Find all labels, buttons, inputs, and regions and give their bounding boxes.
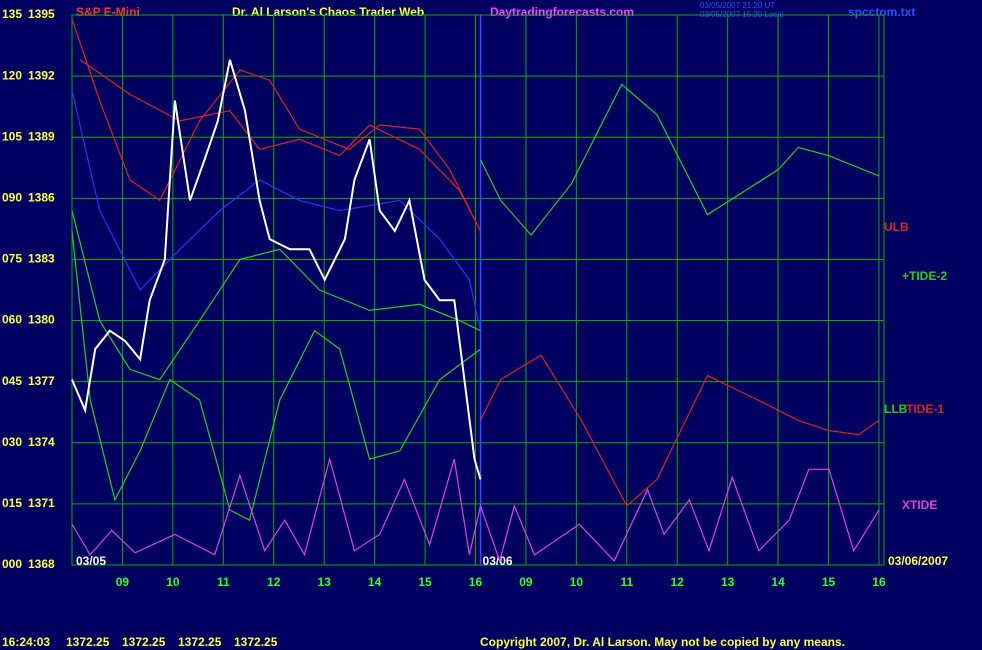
y2-tick-label: 075	[2, 252, 22, 266]
x-tick-label: 13	[317, 575, 331, 589]
series-line	[71, 18, 482, 232]
x-tick-label: 16	[872, 575, 886, 589]
y-tick-label: 1377	[28, 374, 55, 388]
quote: 1372.25	[66, 635, 110, 649]
quote-time: 16:24:03	[2, 635, 50, 649]
y-tick-label: 1371	[28, 496, 55, 510]
series-label: +TIDE-2	[902, 269, 947, 283]
y-tick-label: 1386	[28, 191, 55, 205]
copyright: Copyright 2007, Dr. Al Larson. May not b…	[480, 635, 845, 649]
x-tick-label: 14	[771, 575, 785, 589]
x-tick-label: 10	[166, 575, 180, 589]
stamp: 03/05/2007 21:20 UT	[700, 1, 775, 10]
x-tick-label: 11	[620, 575, 633, 589]
y-tick-label: 1374	[28, 435, 55, 449]
series-line	[71, 210, 481, 381]
x-tick-label: 13	[721, 575, 735, 589]
series-line	[71, 230, 481, 522]
y2-tick-label: 045	[2, 374, 22, 388]
site: Daytradingforecasts.com	[490, 5, 634, 19]
title: Dr. Al Larson's Chaos Trader Web	[232, 5, 424, 19]
y2-tick-label: 105	[2, 129, 22, 143]
quote: 1372.25	[234, 635, 278, 649]
x-tick-label: 09	[519, 575, 533, 589]
y2-tick-label: 030	[2, 435, 22, 449]
y-tick-label: 1395	[28, 7, 55, 21]
y2-tick-label: 015	[2, 496, 22, 510]
series-label: LLB	[884, 402, 908, 416]
file-name: spcctom.txt	[848, 5, 915, 19]
y2-tick-label: 090	[2, 191, 22, 205]
y-tick-label: 1380	[28, 313, 55, 327]
date-label: 03/06/2007	[888, 554, 948, 568]
quote: 1372.25	[178, 635, 222, 649]
x-tick-label: 15	[418, 575, 432, 589]
x-tick-label: 12	[267, 575, 281, 589]
x-tick-label: 14	[368, 575, 382, 589]
series-line	[479, 83, 880, 236]
y-tick-label: 1389	[28, 129, 55, 143]
date-label: 03/05	[76, 554, 106, 568]
x-tick-label: 16	[469, 575, 483, 589]
series-line	[71, 59, 482, 480]
series-label: ULB	[884, 220, 909, 234]
x-tick-label: 11	[217, 575, 230, 589]
quote: 1372.25	[122, 635, 166, 649]
date-label: 03/06	[483, 554, 513, 568]
y-tick-label: 1383	[28, 252, 55, 266]
y2-tick-label: 120	[2, 68, 22, 82]
x-tick-label: 15	[822, 575, 836, 589]
y2-tick-label: 000	[2, 557, 22, 571]
y-tick-label: 1392	[28, 68, 55, 82]
series-line	[479, 354, 880, 507]
series-line	[79, 59, 482, 232]
x-tick-label: 10	[570, 575, 584, 589]
series-line	[71, 90, 482, 331]
y2-tick-label: 135	[2, 7, 22, 21]
y2-tick-label: 060	[2, 313, 22, 327]
series-label: TIDE-1	[906, 402, 944, 416]
x-tick-label: 12	[671, 575, 685, 589]
x-tick-label: 09	[116, 575, 130, 589]
symbol: S&P E-Mini	[76, 5, 140, 19]
series-line	[71, 456, 880, 563]
series-label: XTIDE	[902, 498, 937, 512]
y-tick-label: 1368	[28, 557, 55, 571]
